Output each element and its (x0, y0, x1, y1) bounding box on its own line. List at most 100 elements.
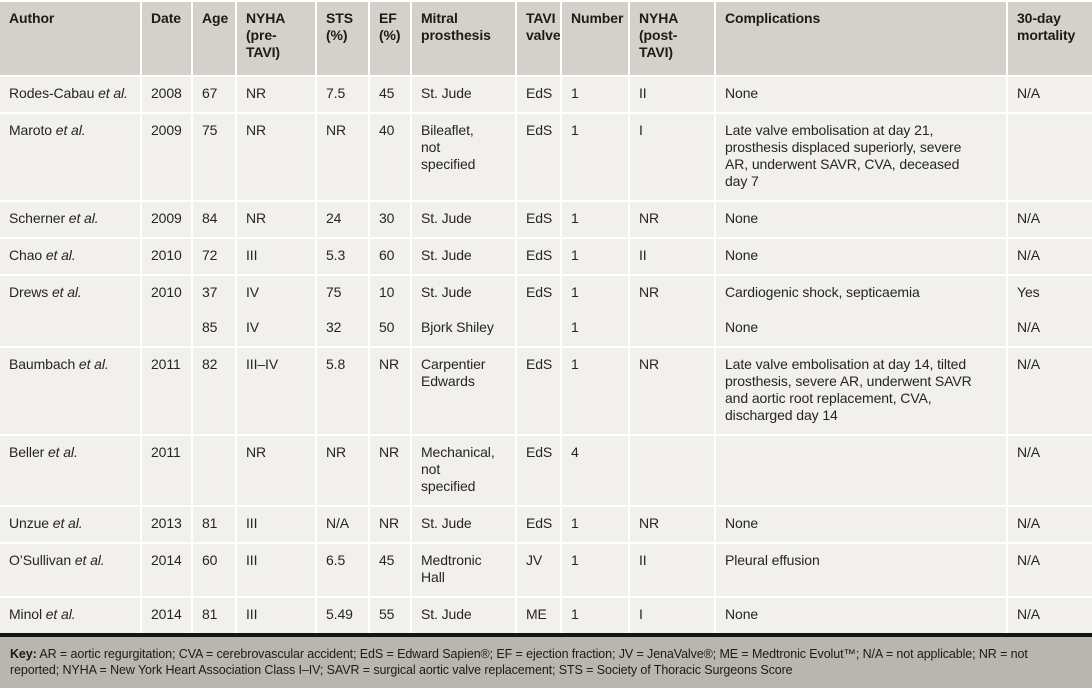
cell-number: 1 (562, 348, 630, 436)
cell-tavi: EdS (517, 202, 562, 239)
cell-nyha-post: NR (630, 276, 716, 348)
et-al-suffix: et al. (98, 85, 128, 101)
cell-author: O’Sullivan et al. (0, 544, 142, 598)
table-row: Unzue et al. 2013 81 III N/A NR St. Jude EdS 1 NR… (0, 507, 1092, 544)
cell-age: 60 (193, 544, 237, 598)
cell-tavi: EdS (517, 114, 562, 202)
cell-complications: None (716, 77, 1008, 114)
cell-complications: Pleural effusion (716, 544, 1008, 598)
cell-nyha-post: II (630, 544, 716, 598)
et-al-suffix: et al. (78, 356, 109, 372)
table-row: Rodes-Cabau et al. 2008 67 NR 7.5 45 St. Jude E… (0, 77, 1092, 114)
col-header-author: Author (0, 2, 142, 77)
cell-complications: Cardiogenic shock, septicaemia None (716, 276, 1008, 348)
cell-ef: 30 (370, 202, 412, 239)
cell-sts: 75 32 (317, 276, 370, 348)
cell-author: Minol et al. (0, 598, 142, 633)
cell-author: Unzue et al. (0, 507, 142, 544)
cell-age: 72 (193, 239, 237, 276)
cell-author: Chao et al. (0, 239, 142, 276)
col-header-number: Number (562, 2, 630, 77)
cell-mitral: Medtronic Hall (412, 544, 517, 598)
cell-sts: 7.5 (317, 77, 370, 114)
et-al-suffix: et al. (45, 247, 76, 263)
cell-date: 2008 (142, 77, 193, 114)
cell-tavi: EdS (517, 348, 562, 436)
cell-date: 2014 (142, 544, 193, 598)
cell-sts: 5.49 (317, 598, 370, 633)
cell-ef: NR (370, 436, 412, 507)
cell-ef: 40 (370, 114, 412, 202)
et-al-suffix: et al. (47, 444, 78, 460)
col-header-ef: EF (%) (370, 2, 412, 77)
col-header-age: Age (193, 2, 237, 77)
cell-age: 84 (193, 202, 237, 239)
cell-complications: None (716, 202, 1008, 239)
table-row: Scherner et al. 2009 84 NR 24 30 St. Jude EdS 1 N… (0, 202, 1092, 239)
col-header-30-day-mortality: 30-day mortality (1008, 2, 1092, 77)
cell-sub-line: NR (639, 284, 660, 300)
cell-date: 2009 (142, 202, 193, 239)
cell-sub-line: 85 (202, 319, 218, 335)
cell-date: 2013 (142, 507, 193, 544)
cell-author: Drews et al. (0, 276, 142, 348)
cell-mitral: St. Jude (412, 239, 517, 276)
et-al-suffix: et al. (45, 606, 76, 622)
cell-age: 37 85 (193, 276, 237, 348)
cell-number: 1 (562, 507, 630, 544)
cell-mitral: St. Jude (412, 77, 517, 114)
cell-sub-line: Bjork Shiley (421, 319, 494, 335)
cell-complications: None (716, 507, 1008, 544)
cell-mortality: N/A (1008, 598, 1092, 633)
cell-age: 67 (193, 77, 237, 114)
cell-nyha-pre: III (237, 239, 317, 276)
table-row: Drews et al. 2010 37 85 IV IV 75 32 10 50 St. Jude… (0, 276, 1092, 348)
col-header-date: Date (142, 2, 193, 77)
cell-tavi: EdS (517, 239, 562, 276)
cell-ef: 10 50 (370, 276, 412, 348)
cell-ef: 45 (370, 77, 412, 114)
cell-sub-line: IV (246, 284, 260, 300)
cell-nyha-post: NR (630, 348, 716, 436)
cell-mortality: N/A (1008, 202, 1092, 239)
cell-nyha-pre: NR (237, 436, 317, 507)
cell-sub-line: 32 (326, 319, 342, 335)
cell-age: 81 (193, 598, 237, 633)
cell-nyha-pre: III (237, 507, 317, 544)
cell-number: 1 (562, 114, 630, 202)
cell-sub-line: EdS (526, 284, 553, 300)
cell-nyha-post: NR (630, 202, 716, 239)
et-al-suffix: et al. (74, 552, 105, 568)
cell-sub-line: N/A (1017, 319, 1041, 335)
cell-mortality: Yes N/A (1008, 276, 1092, 348)
cell-mortality (1008, 114, 1092, 202)
cell-sub-line: Yes (1017, 284, 1040, 300)
cell-ef: NR (370, 348, 412, 436)
cell-mitral: St. Jude Bjork Shiley (412, 276, 517, 348)
cell-number: 1 (562, 598, 630, 633)
cell-complications: Late valve embolisation at day 14, tilte… (716, 348, 1008, 436)
cell-sts: NR (317, 114, 370, 202)
cell-sub-line: St. Jude (421, 284, 472, 300)
cell-sub-line: 50 (379, 319, 395, 335)
cell-nyha-pre: NR (237, 202, 317, 239)
cell-nyha-post: II (630, 239, 716, 276)
cell-mitral: Bileaflet, not specified (412, 114, 517, 202)
cell-mitral: St. Jude (412, 598, 517, 633)
cell-author: Baumbach et al. (0, 348, 142, 436)
cell-date: 2009 (142, 114, 193, 202)
cell-age: 75 (193, 114, 237, 202)
cell-number: 1 (562, 77, 630, 114)
cell-mitral: Carpentier Edwards (412, 348, 517, 436)
cell-tavi: ME (517, 598, 562, 633)
cell-sub-line: 10 (379, 284, 395, 300)
et-al-suffix: et al. (51, 284, 82, 300)
cell-nyha-post: NR (630, 507, 716, 544)
cell-date: 2010 (142, 239, 193, 276)
cell-mitral: St. Jude (412, 202, 517, 239)
cell-nyha-pre: III–IV (237, 348, 317, 436)
cell-nyha-post: II (630, 77, 716, 114)
cell-complications: None (716, 598, 1008, 633)
cell-sts: NR (317, 436, 370, 507)
